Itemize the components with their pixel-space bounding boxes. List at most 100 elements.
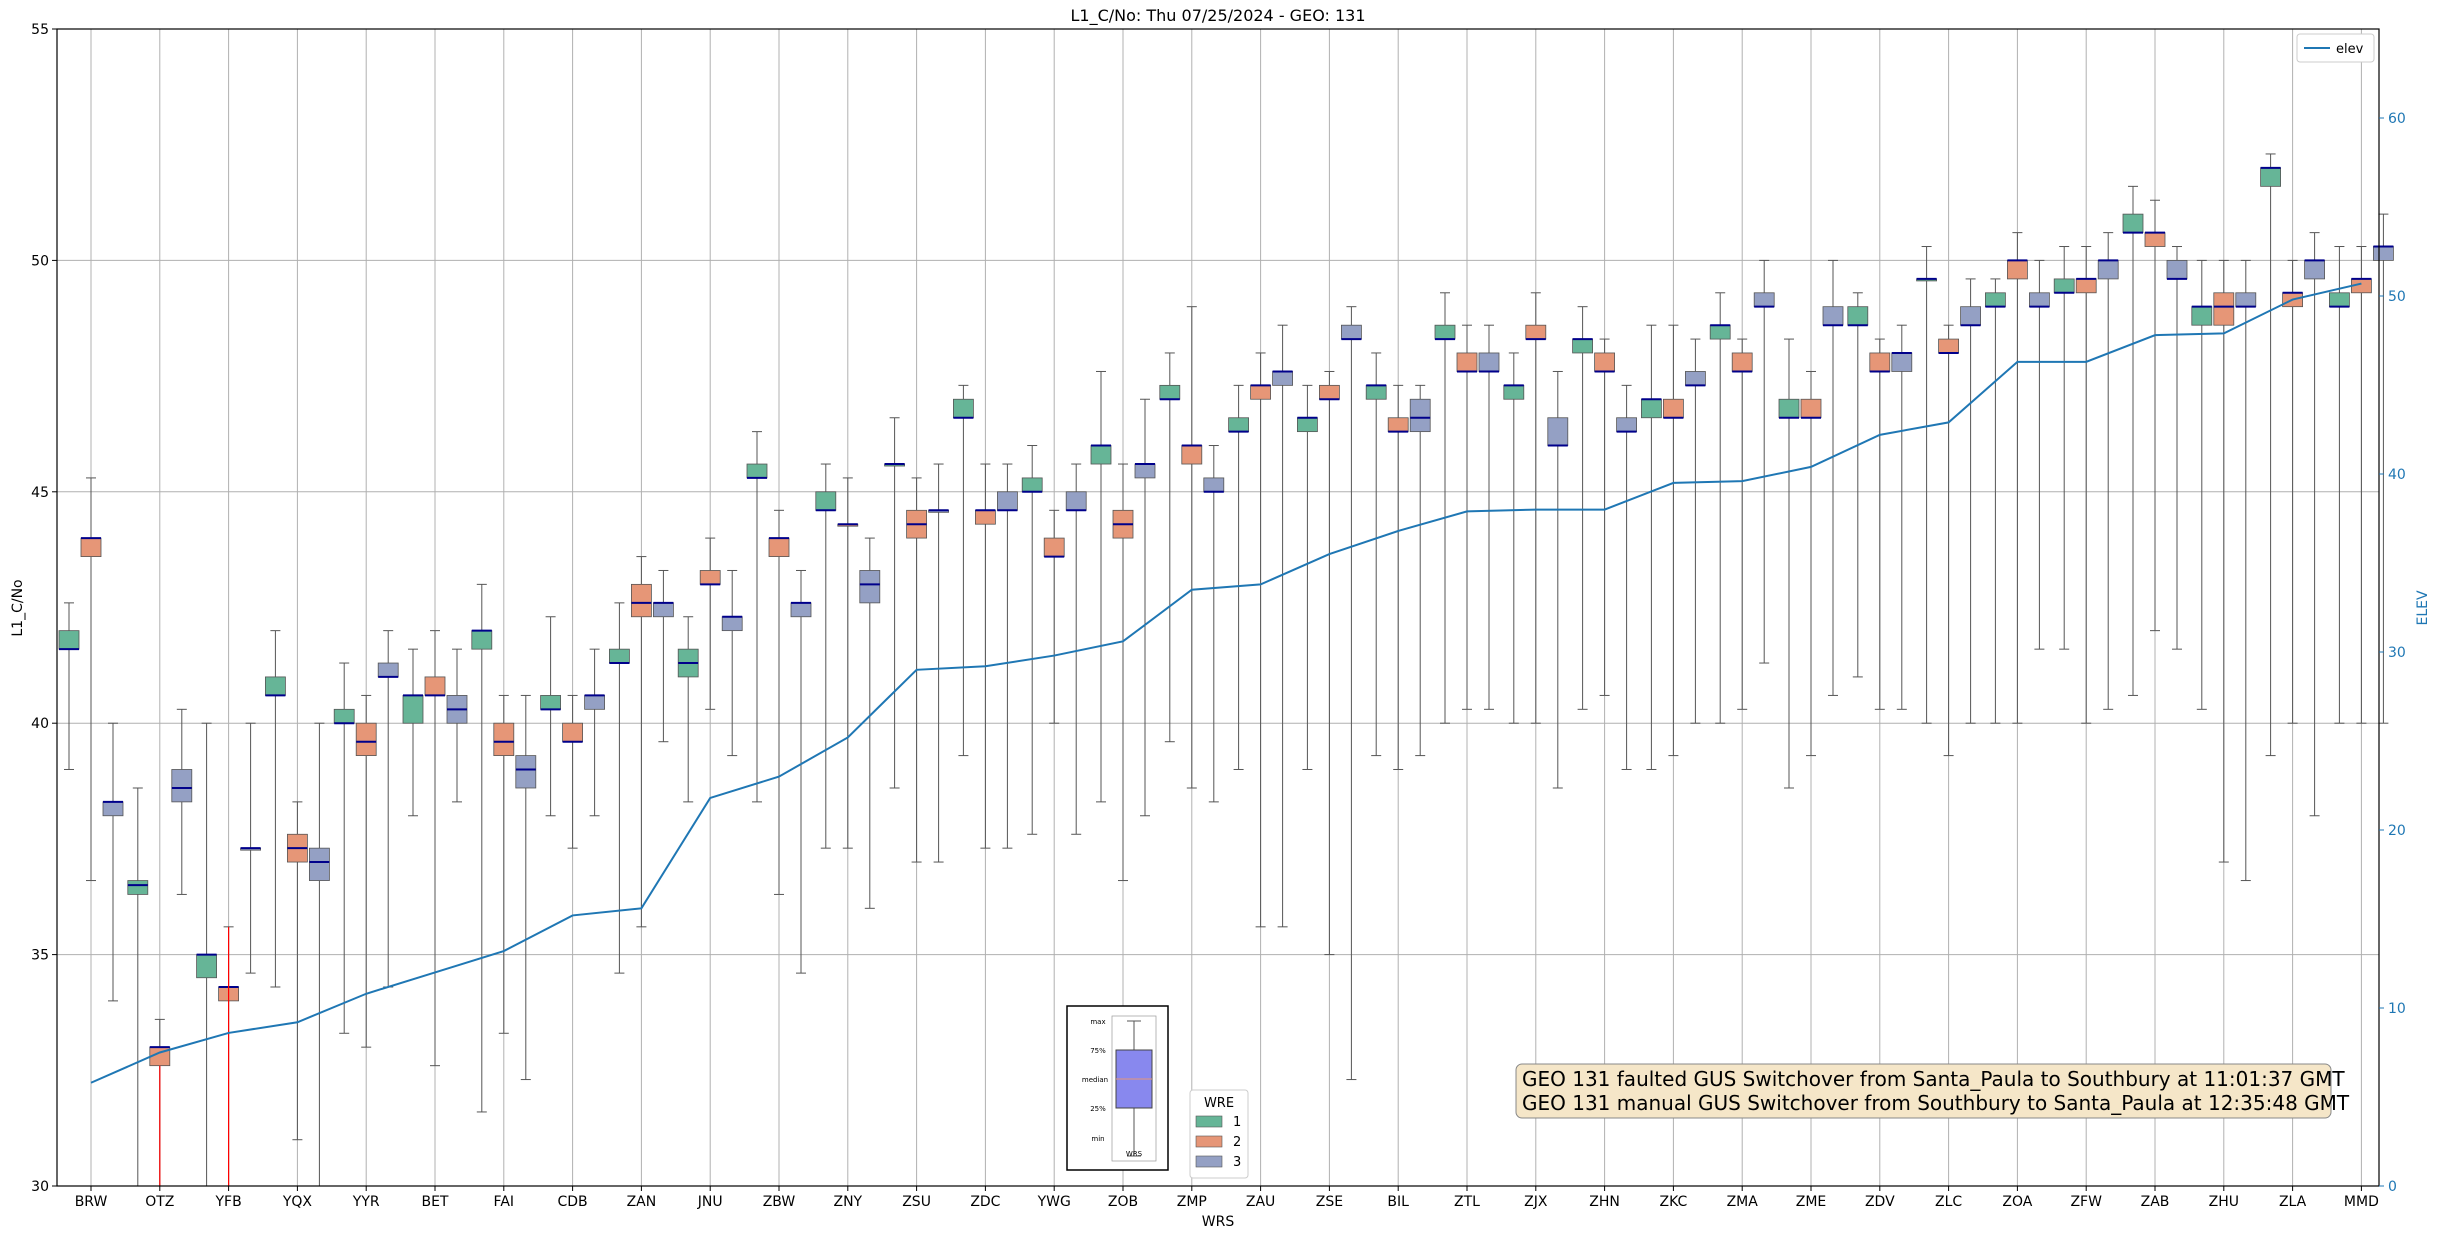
x-tick-label: YWG bbox=[1037, 1194, 1071, 1210]
y-tick-label: 45 bbox=[31, 485, 49, 501]
x-tick-label: ZOA bbox=[2002, 1194, 2032, 1210]
iqr-box bbox=[699, 570, 721, 585]
box-wre-1-ZSE bbox=[1297, 384, 1318, 770]
box-wre-2-ZBW bbox=[768, 509, 790, 895]
x-tick-label: JNU bbox=[697, 1194, 723, 1210]
axes: 30 35 40 45 50 55 0 10 20 30 40 50 60 BRW OTZ YFB YQX YYR… bbox=[31, 22, 2406, 1210]
inset-min-label: min bbox=[1091, 1135, 1104, 1143]
box-wre-3-ZAB bbox=[2166, 246, 2188, 650]
iqr-box bbox=[2122, 213, 2144, 234]
iqr-box bbox=[2053, 278, 2075, 294]
iqr-box bbox=[815, 491, 837, 511]
box-wre-1-ZOB bbox=[1090, 370, 1112, 803]
iqr-box bbox=[1869, 352, 1891, 372]
inset-x-label: WRS bbox=[1126, 1150, 1143, 1158]
y-right-tick-label: 60 bbox=[2388, 111, 2406, 127]
iqr-box bbox=[1685, 371, 1706, 386]
iqr-box bbox=[2213, 292, 2235, 326]
box-wre-2-YYR bbox=[355, 694, 377, 1048]
box-wre-2-ZMP bbox=[1181, 306, 1203, 789]
iqr-box bbox=[1478, 352, 1500, 372]
box-wre-1-FAI bbox=[471, 583, 493, 1113]
iqr-box bbox=[1960, 306, 1981, 326]
box-wre-1-CDB bbox=[540, 616, 561, 817]
y-right-tick-label: 20 bbox=[2388, 823, 2406, 839]
iqr-box bbox=[746, 463, 768, 479]
box-wre-3-ZHN bbox=[1616, 384, 1637, 770]
iqr-box bbox=[355, 722, 377, 756]
iqr-box bbox=[264, 676, 286, 696]
iqr-box bbox=[1572, 338, 1593, 354]
iqr-box bbox=[2328, 292, 2350, 308]
wre-legend-label-2: 2 bbox=[1233, 1135, 1241, 1150]
iqr-box bbox=[1365, 384, 1387, 400]
box-wre-1-ZTL bbox=[1434, 292, 1456, 724]
x-tick-label: ZNY bbox=[833, 1194, 862, 1210]
box-wre-2-FAI bbox=[493, 694, 515, 1034]
iqr-box bbox=[1272, 371, 1293, 386]
boxes bbox=[58, 153, 2394, 1187]
box-wre-3-ZOA bbox=[2029, 259, 2050, 650]
iqr-box bbox=[1547, 417, 1569, 446]
box-wre-1-MMD bbox=[2328, 246, 2350, 724]
x-tick-label: BRW bbox=[75, 1194, 108, 1210]
iqr-box bbox=[377, 662, 399, 678]
wre-legend-label-1: 1 bbox=[1233, 1115, 1241, 1130]
x-tick-label: ZSE bbox=[1316, 1194, 1343, 1210]
y-right-tick-label: 30 bbox=[2388, 645, 2406, 661]
x-tick-label: CDB bbox=[558, 1194, 588, 1210]
box-wre-1-JNU bbox=[677, 616, 699, 803]
x-tick-label: ZKC bbox=[1660, 1194, 1688, 1210]
box-wre-1-YWG bbox=[1021, 445, 1043, 835]
x-tick-label: ZLA bbox=[2279, 1194, 2307, 1210]
iqr-box bbox=[471, 630, 493, 650]
box-wre-3-ZDV bbox=[1891, 324, 1913, 710]
line-legend-label: elev bbox=[2336, 42, 2364, 57]
box-wre-3-JNU bbox=[721, 569, 743, 757]
annotation-frame bbox=[1515, 1063, 2332, 1119]
iqr-box bbox=[2075, 278, 2097, 294]
box-wre-2-ZNY bbox=[837, 477, 859, 849]
x-tick-label: ZAU bbox=[1246, 1194, 1275, 1210]
iqr-box bbox=[1985, 292, 2006, 308]
box-wre-2-ZOA bbox=[2007, 232, 2028, 724]
box-wre-3-ZHU bbox=[2235, 259, 2257, 882]
box-wre-2-ZLC bbox=[1938, 324, 1959, 757]
y-axis-label: L1_C/No bbox=[10, 579, 26, 636]
iqr-box bbox=[1616, 417, 1637, 433]
iqr-box bbox=[171, 769, 193, 803]
box-wre-2-ZAB bbox=[2144, 199, 2166, 632]
box-wre-1-YQX bbox=[264, 630, 286, 988]
box-wre-1-ZOA bbox=[1985, 278, 2006, 724]
iqr-box bbox=[1043, 537, 1065, 557]
box-wre-1-YYR bbox=[333, 662, 355, 1034]
box-wre-2-ZME bbox=[1800, 370, 1822, 757]
x-tick-label: ZFW bbox=[2070, 1194, 2102, 1210]
iqr-box bbox=[1891, 352, 1913, 372]
iqr-box bbox=[975, 509, 996, 525]
iqr-box bbox=[653, 602, 674, 618]
iqr-box bbox=[1434, 324, 1456, 340]
switchover-annotation: GEO 131 faulted GUS Switchover from Sant… bbox=[1515, 1063, 2350, 1119]
x-axis-label: WRS bbox=[1202, 1214, 1235, 1230]
line-legend-frame bbox=[2296, 33, 2375, 63]
box-wre-3-ZBW bbox=[790, 569, 812, 974]
y-right-tick-label: 0 bbox=[2388, 1179, 2397, 1195]
wre-legend: WRE 1 2 3 bbox=[1189, 1089, 1249, 1179]
box-wre-2-ZAU bbox=[1250, 352, 1271, 928]
elev-line bbox=[90, 282, 2362, 1084]
box-wre-1-ZAU bbox=[1228, 384, 1249, 770]
x-tick-label: FAI bbox=[494, 1194, 514, 1210]
wre-legend-swatch-3 bbox=[1195, 1155, 1223, 1168]
annotation-line-1: GEO 131 faulted GUS Switchover from Sant… bbox=[1522, 1067, 2345, 1091]
iqr-box bbox=[609, 648, 630, 664]
boxplot-key-inset: max 75% median 25% min WRS bbox=[1066, 1005, 1169, 1171]
inset-inner-frame bbox=[1111, 1015, 1157, 1162]
iqr-box bbox=[562, 722, 583, 743]
chart-title: L1_C/No: Thu 07/25/2024 - GEO: 131 bbox=[1070, 6, 1365, 26]
box-wre-1-ZLA bbox=[2260, 153, 2282, 757]
iqr-box bbox=[2304, 259, 2326, 280]
iqr-box bbox=[1503, 384, 1525, 400]
iqr-box bbox=[721, 616, 743, 632]
